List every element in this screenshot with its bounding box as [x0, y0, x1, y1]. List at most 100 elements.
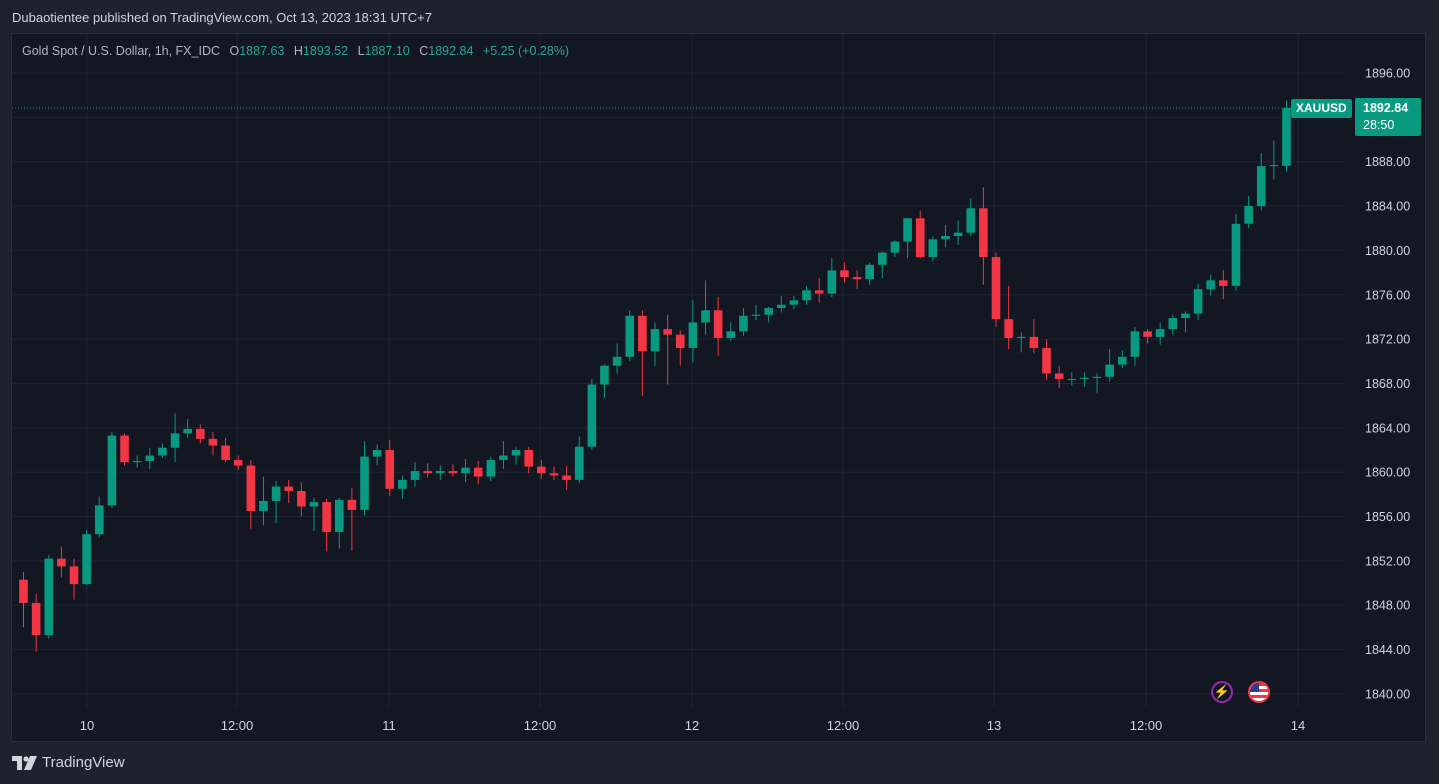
y-tick-label: 1876.00 [1365, 288, 1410, 302]
candle-body [562, 475, 571, 480]
candle-body [1105, 364, 1114, 377]
candle-body [612, 356, 622, 366]
candle [789, 295, 799, 310]
candle-body [650, 329, 660, 352]
symbol-legend[interactable]: Gold Spot / U.S. Dollar, 1h, FX_IDC O188… [22, 44, 569, 58]
tradingview-logo-icon [12, 755, 37, 770]
us-flag-icon[interactable] [1248, 681, 1270, 703]
candle-body [1080, 377, 1089, 380]
candle [587, 379, 597, 450]
candle [1155, 322, 1165, 345]
candle [751, 304, 761, 321]
symbol-name: Gold Spot / U.S. Dollar, 1h, FX_IDC [22, 44, 220, 58]
x-axis[interactable]: 10 12:00 11 12:00 12 12:00 13 12:00 14 [80, 718, 1305, 733]
candle [309, 497, 319, 531]
y-tick-label: 1872.00 [1365, 333, 1410, 347]
candle-body [1244, 206, 1253, 224]
candle [915, 210, 925, 259]
candle [360, 441, 369, 516]
candle [145, 447, 155, 469]
candle [827, 258, 837, 297]
candle-body [511, 449, 521, 456]
candle [638, 310, 647, 396]
y-tick-label: 1864.00 [1365, 421, 1410, 435]
candle-body [385, 449, 395, 489]
candle [120, 433, 129, 466]
candle-body [739, 315, 748, 332]
candle-body [410, 471, 420, 480]
candle [549, 466, 559, 480]
candle-body [1193, 289, 1203, 314]
grid-lines [12, 34, 1345, 707]
candle-body [334, 499, 344, 533]
low-label: L [357, 44, 365, 58]
candle [953, 220, 963, 245]
candle-body [549, 473, 559, 476]
candle [1181, 311, 1190, 333]
y-tick-label: 1884.00 [1365, 200, 1410, 214]
candle-body [44, 558, 54, 636]
close-label: C [419, 44, 429, 58]
candle-body [1016, 336, 1026, 338]
chart-pane[interactable] [11, 33, 1426, 742]
candle [865, 262, 875, 285]
candle-body [802, 290, 811, 301]
candle [372, 444, 382, 466]
candle-body [1130, 331, 1140, 357]
publish-header: Dubaotientee published on TradingView.co… [12, 10, 433, 25]
candle-body [524, 449, 533, 467]
tradingview-logo[interactable]: TradingView [12, 754, 125, 771]
candle [537, 459, 546, 479]
candle [347, 487, 357, 551]
y-tick-label: 1868.00 [1365, 377, 1410, 391]
candle-body [701, 310, 710, 323]
candle-body [132, 461, 142, 463]
candle-body [638, 315, 647, 352]
candle [221, 437, 230, 463]
candle-body [1269, 165, 1279, 167]
candle-body [1219, 280, 1228, 286]
candle [764, 306, 773, 323]
candle [435, 465, 445, 480]
candle [1206, 274, 1216, 296]
candle [57, 546, 66, 578]
candle [878, 251, 887, 279]
candle [297, 482, 306, 517]
y-tick-label: 1852.00 [1365, 554, 1410, 568]
x-tick-label: 12:00 [827, 718, 860, 733]
candle [650, 322, 660, 366]
candle [423, 463, 432, 478]
candle-body [600, 365, 609, 385]
candle-body [233, 459, 243, 466]
candle-body [372, 449, 382, 457]
y-tick-label: 1880.00 [1365, 244, 1410, 258]
candle-body [284, 486, 294, 491]
y-axis[interactable]: 1896.001892.001888.001884.001880.001876.… [1365, 67, 1410, 702]
high-label: H [293, 44, 303, 58]
close-value: 1892.84 [428, 44, 474, 58]
lightning-icon[interactable]: ⚡ [1211, 681, 1233, 703]
x-tick-label: 14 [1291, 718, 1305, 733]
candle [802, 285, 811, 305]
candle-body [789, 300, 799, 305]
candle [1231, 213, 1241, 291]
candle-body [221, 445, 230, 460]
candle-body [1004, 319, 1013, 338]
change-value: +5.25 (+0.28%) [482, 44, 570, 58]
candle-body [1206, 280, 1216, 290]
open-value: 1887.63 [239, 44, 285, 58]
candle-body [347, 499, 357, 510]
candle-body [158, 447, 167, 456]
candles [19, 100, 1291, 652]
candle-body [663, 329, 672, 335]
candle [284, 479, 294, 504]
x-tick-label: 11 [382, 718, 396, 733]
candle-body [1029, 336, 1039, 348]
candle [928, 235, 938, 262]
candle [132, 455, 142, 468]
candle-body [587, 384, 597, 447]
candle-body [94, 505, 104, 535]
candle [1080, 372, 1089, 387]
candle-body [473, 467, 483, 477]
